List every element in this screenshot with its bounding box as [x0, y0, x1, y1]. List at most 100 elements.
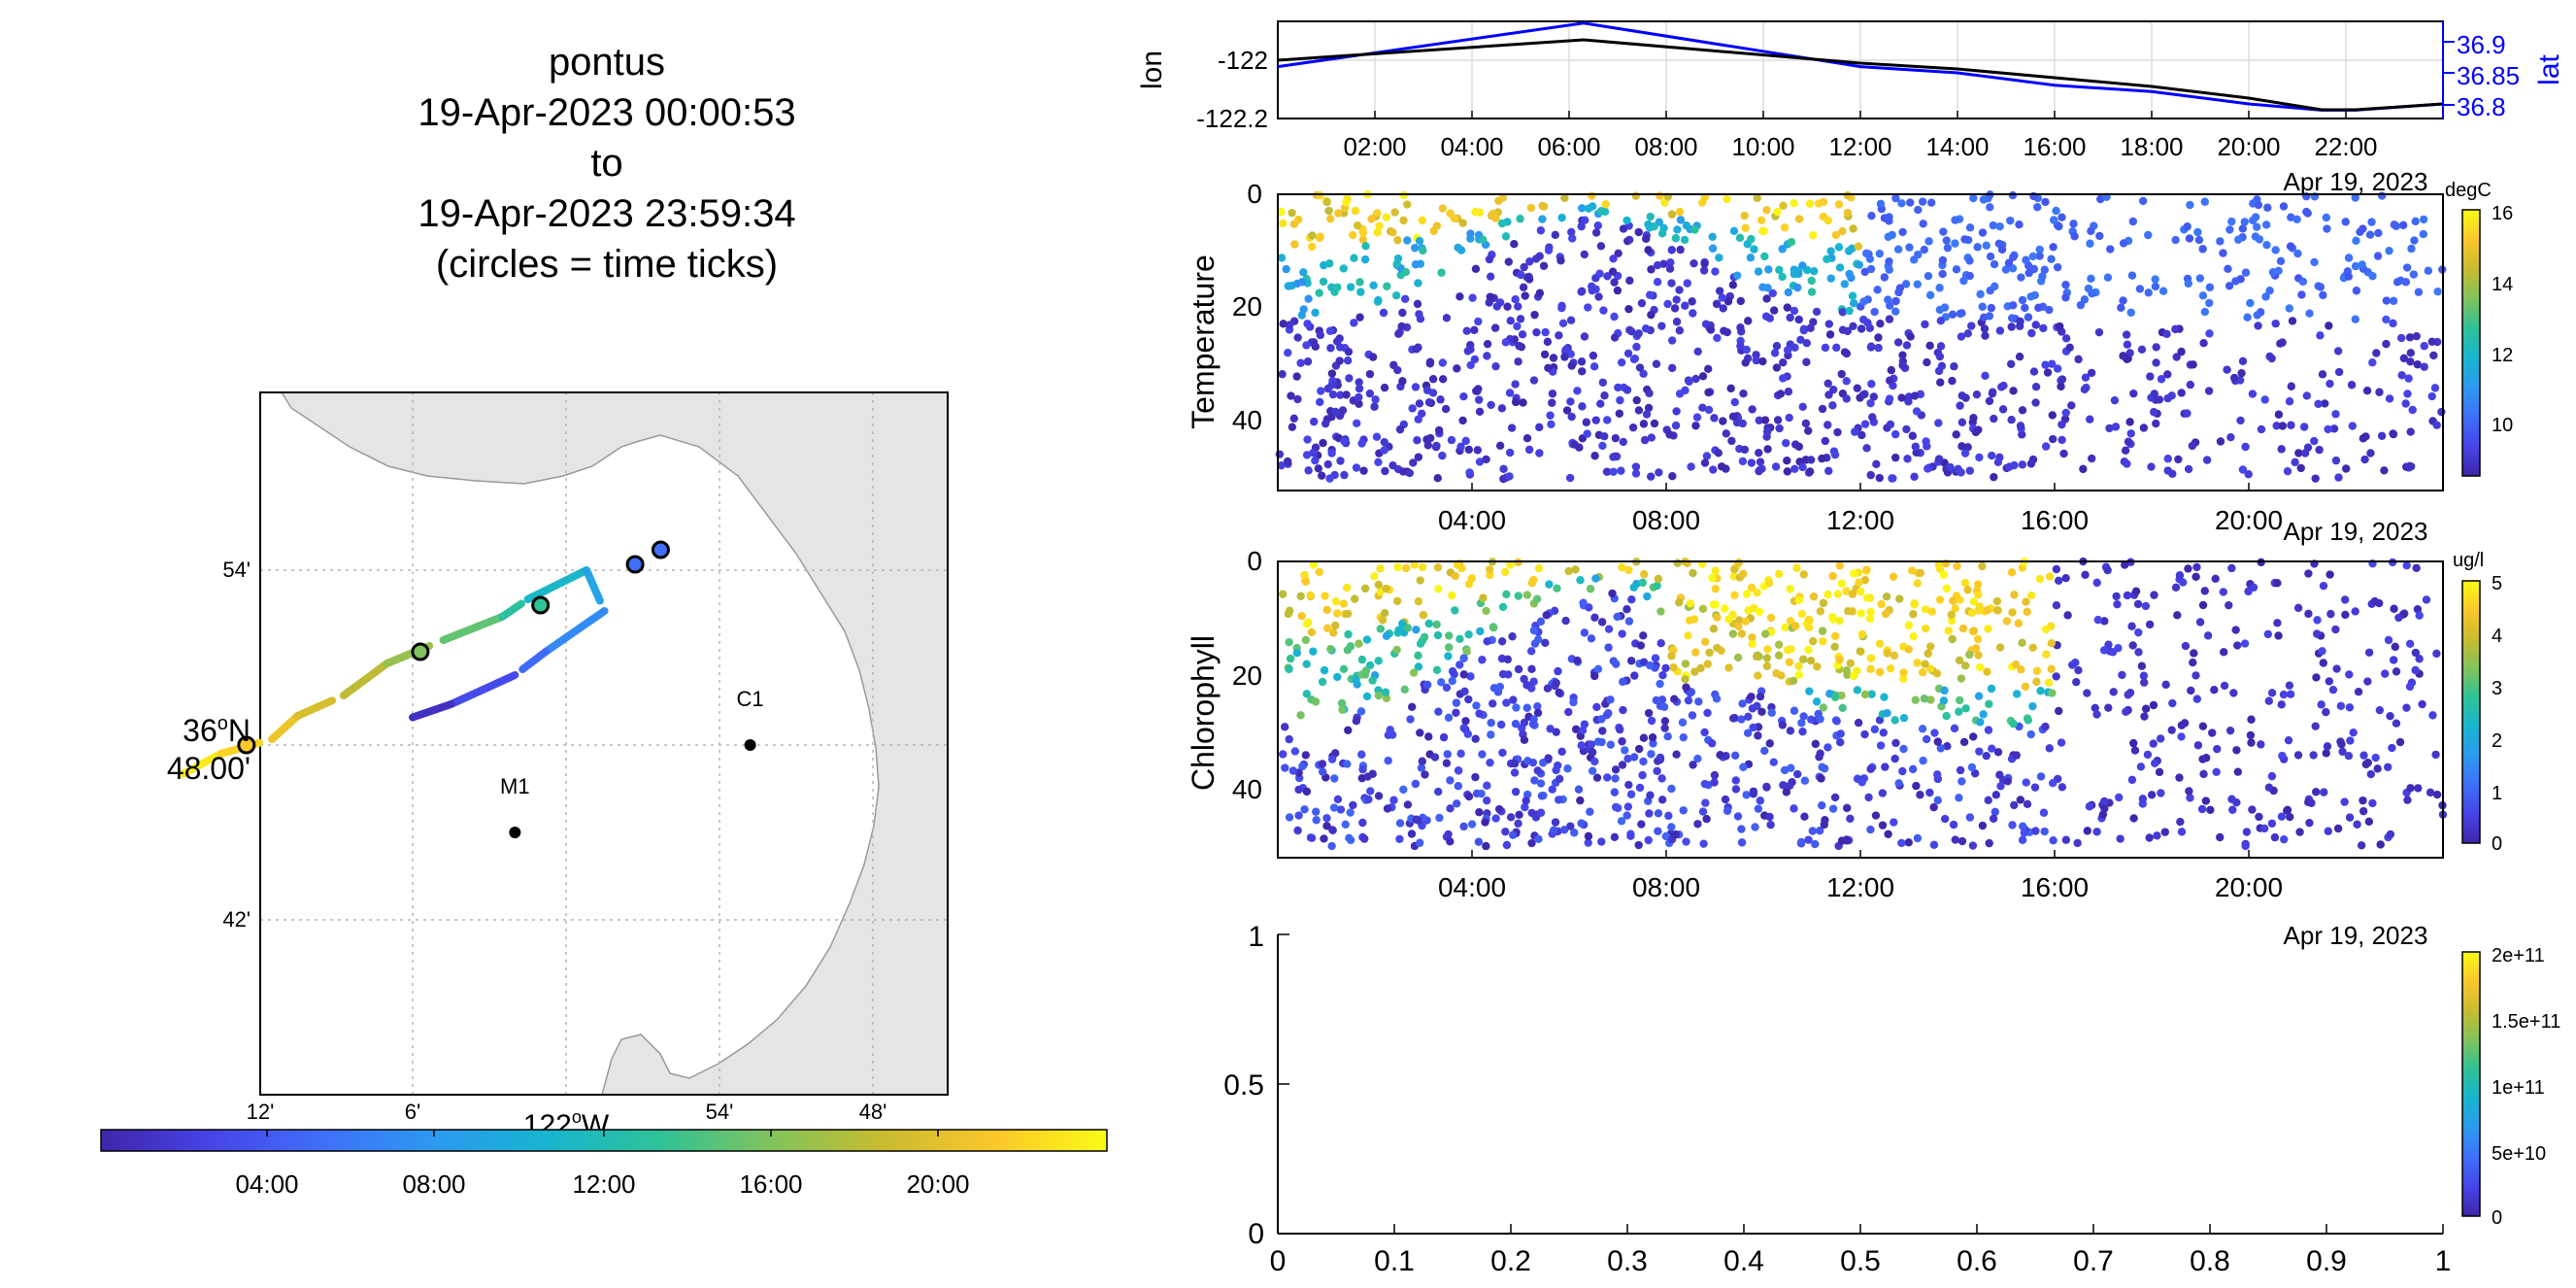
data-point — [1830, 631, 1840, 641]
data-point — [2287, 213, 2295, 221]
data-point — [1445, 631, 1454, 640]
data-point — [1591, 574, 1600, 583]
time-tick-circle — [531, 595, 551, 615]
track-segment — [439, 613, 507, 644]
data-point — [1836, 729, 1845, 738]
data-point — [2360, 455, 2369, 464]
data-point — [1623, 802, 1633, 811]
data-point — [2227, 217, 2236, 226]
data-point — [1494, 804, 1504, 814]
data-point — [2009, 387, 2018, 395]
data-point — [2186, 200, 2194, 210]
data-point — [1926, 642, 1935, 651]
data-point — [1322, 624, 1332, 632]
data-point — [2311, 788, 2321, 797]
data-point — [2205, 329, 2214, 338]
data-point — [2065, 343, 2074, 353]
data-point — [1807, 276, 1816, 286]
data-point — [1784, 288, 1793, 297]
data-point — [1535, 252, 1544, 260]
track-segment — [179, 750, 225, 778]
data-point — [1399, 216, 1408, 225]
time-tick-circle — [625, 555, 645, 574]
data-point — [1901, 280, 1911, 288]
data-point — [2220, 648, 2228, 657]
data-point — [1456, 749, 1465, 759]
track-segment — [498, 599, 525, 621]
data-point — [1304, 466, 1313, 475]
data-point — [1344, 726, 1353, 734]
data-point — [1577, 221, 1586, 231]
data-point — [1323, 384, 1333, 393]
data-point — [1719, 304, 1727, 313]
data-point — [2185, 787, 2193, 796]
data-point — [1701, 320, 1711, 328]
data-point — [1610, 278, 1619, 287]
data-point — [1522, 797, 1530, 805]
data-point — [1470, 355, 1480, 364]
title-line-to: to — [590, 142, 623, 185]
data-point — [2119, 352, 2127, 360]
data-point — [1608, 589, 1617, 598]
data-point — [1520, 735, 1529, 745]
data-point — [1876, 741, 1886, 750]
data-point — [2407, 244, 2416, 254]
data-point — [2305, 309, 2314, 318]
data-point — [1548, 785, 1556, 794]
data-point — [1389, 796, 1398, 804]
data-point — [1568, 234, 1577, 243]
data-point — [1951, 835, 1959, 844]
data-point — [2364, 817, 2374, 827]
data-point — [2174, 455, 2183, 464]
data-point — [1866, 654, 1876, 662]
data-point — [1739, 569, 1748, 579]
data-point — [1634, 406, 1644, 415]
data-point — [2100, 797, 2109, 806]
data-point — [2333, 347, 2343, 356]
data-point — [2238, 224, 2248, 233]
data-point — [1415, 399, 1424, 408]
data-point — [2333, 824, 2343, 833]
track-segment — [409, 700, 455, 722]
data-point — [2233, 767, 2243, 776]
lat-axis-label: lat — [2533, 53, 2565, 85]
data-point — [1798, 462, 1807, 472]
data-point — [2386, 711, 2394, 721]
title-line-start: 19-Apr-2023 00:00:53 — [418, 91, 796, 134]
data-point — [1866, 664, 1875, 674]
data-point — [1382, 213, 1391, 221]
data-point — [1644, 246, 1653, 254]
data-point — [1948, 376, 1957, 386]
data-point — [1476, 627, 1485, 636]
data-point — [1711, 267, 1720, 276]
data-point — [2274, 410, 2284, 419]
data-point — [2158, 287, 2168, 295]
data-point — [1922, 734, 1931, 744]
data-point — [2200, 307, 2210, 317]
data-point — [1866, 398, 1875, 408]
data-point — [2382, 339, 2391, 349]
empty-x-tick: 0.4 — [1723, 1245, 1764, 1277]
data-point — [1713, 613, 1722, 622]
data-point — [1904, 645, 1913, 654]
data-point — [1439, 732, 1449, 742]
data-point — [2055, 221, 2063, 231]
data-point — [2177, 828, 2187, 836]
data-point — [1325, 259, 1334, 268]
data-point — [2156, 734, 2165, 743]
data-point — [2273, 619, 2282, 627]
data-point — [1328, 390, 1338, 399]
data-point — [1647, 716, 1656, 726]
data-point — [1842, 587, 1851, 595]
data-point — [1510, 768, 1520, 777]
data-point — [2200, 197, 2209, 206]
data-point — [2056, 322, 2064, 331]
data-point — [1988, 451, 1996, 460]
data-point — [1514, 302, 1522, 311]
data-point — [1663, 732, 1672, 741]
data-point — [2413, 605, 2423, 614]
data-point — [1534, 563, 1544, 573]
data-point — [1566, 316, 1576, 324]
data-point — [1444, 643, 1454, 652]
